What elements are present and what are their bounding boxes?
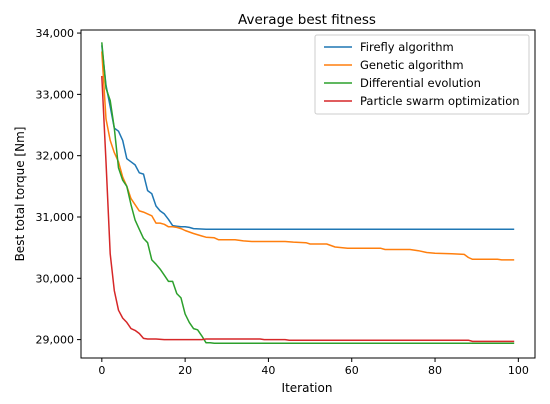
series-line-3 bbox=[101, 42, 515, 345]
y-tick-label: 33,000 bbox=[36, 88, 75, 101]
x-tick-label: 40 bbox=[261, 364, 275, 377]
x-tick-label: 60 bbox=[345, 364, 359, 377]
y-tick-label: 31,000 bbox=[36, 211, 75, 224]
legend: Firefly algorithm Genetic algorithm Differ… bbox=[314, 34, 530, 115]
plot-lines bbox=[101, 42, 515, 345]
legend-label: Particle swarm optimization bbox=[360, 94, 520, 108]
series-line-2 bbox=[101, 51, 515, 261]
y-tick-label: 34,000 bbox=[36, 27, 75, 40]
y-axis-label: Best total torque [Nm] bbox=[13, 127, 27, 262]
x-axis-label: Iteration bbox=[282, 381, 333, 395]
x-tick-label: 100 bbox=[508, 364, 529, 377]
x-axis-ticks: 0 20 40 60 80 100 bbox=[98, 358, 529, 377]
x-tick-label: 20 bbox=[178, 364, 192, 377]
y-tick-label: 29,000 bbox=[36, 334, 75, 347]
x-tick-label: 0 bbox=[98, 364, 105, 377]
legend-box bbox=[314, 34, 530, 115]
plot-frame bbox=[80, 29, 536, 359]
x-tick-label: 80 bbox=[428, 364, 442, 377]
legend-label: Firefly algorithm bbox=[360, 40, 454, 54]
series-line-1 bbox=[101, 45, 515, 231]
y-tick-label: 32,000 bbox=[36, 150, 75, 163]
y-tick-label: 30,000 bbox=[36, 272, 75, 285]
legend-label: Differential evolution bbox=[360, 76, 481, 90]
series-line-4 bbox=[101, 75, 515, 343]
y-axis-ticks: 29,000 30,000 31,000 32,000 33,000 34,000 bbox=[36, 27, 81, 347]
chart-title: Average best fitness bbox=[238, 12, 376, 28]
legend-label: Genetic algorithm bbox=[360, 58, 464, 72]
